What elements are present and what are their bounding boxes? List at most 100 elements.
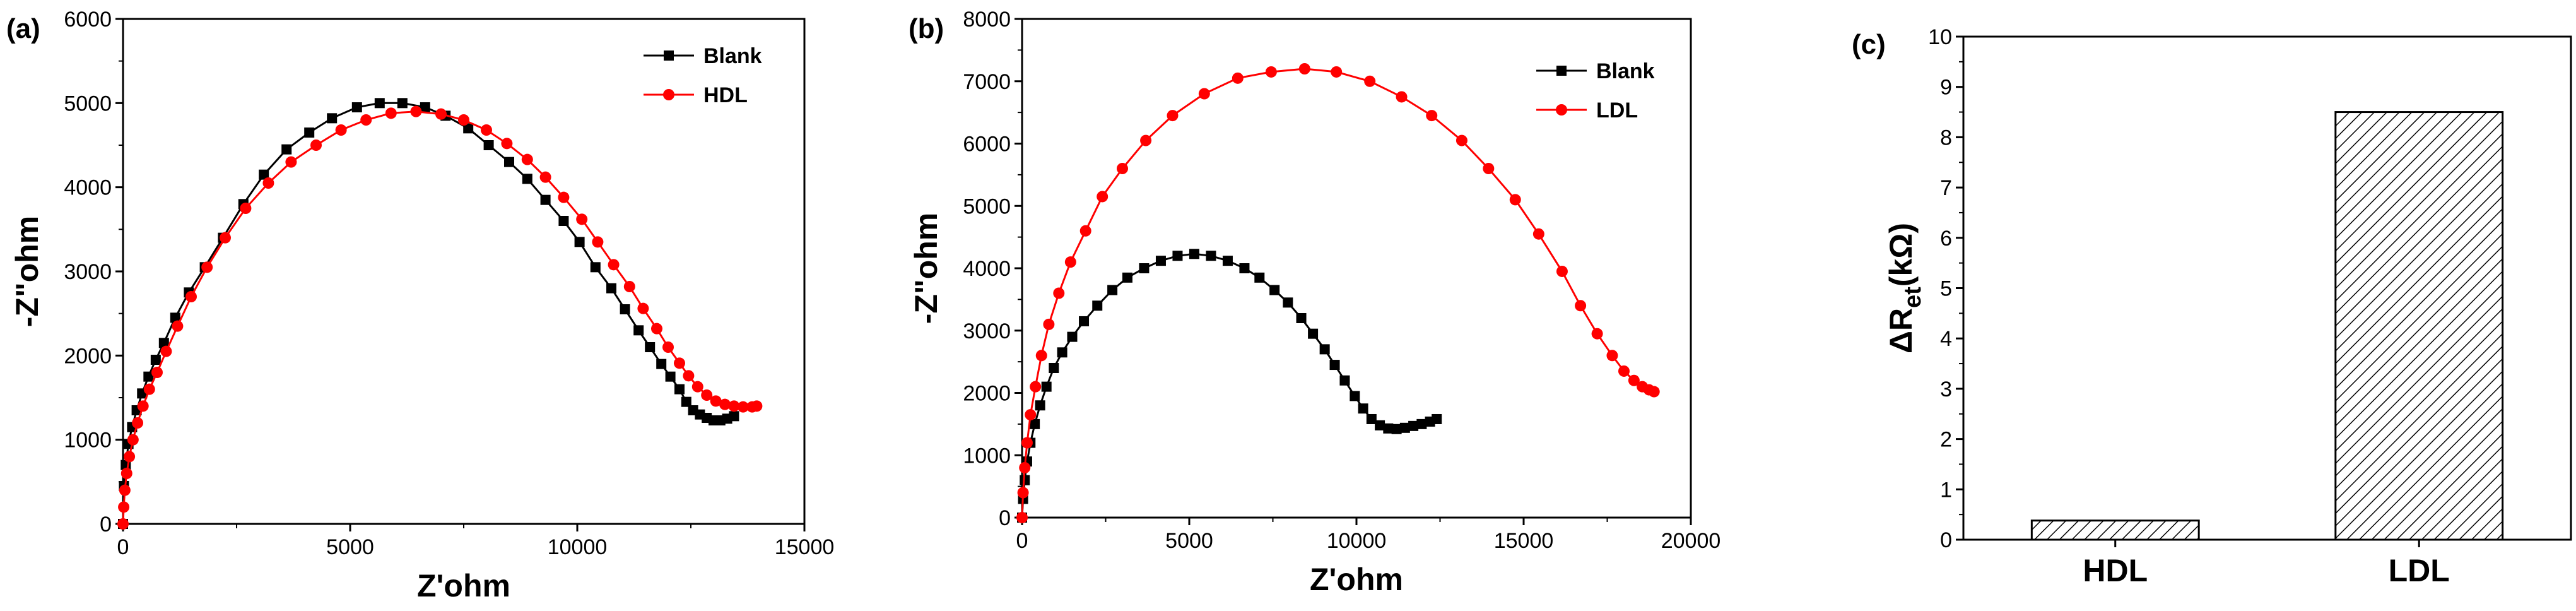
panel-a-plot-frame bbox=[122, 18, 806, 525]
panel-a-y-tick-label-4000: 4000 bbox=[64, 176, 112, 200]
panel-a-point-hdl bbox=[160, 345, 172, 357]
panel-b-y-tick-label-8000: 8000 bbox=[963, 8, 1011, 32]
panel-b-point-blank bbox=[1350, 391, 1360, 401]
panel-b-point-ldl bbox=[1025, 409, 1037, 421]
panel-a-point-blank bbox=[150, 355, 161, 365]
panel-b-point-blank bbox=[1308, 328, 1319, 339]
panel-c-bar-hdl bbox=[2030, 519, 2200, 541]
panel-a-legend-marker-blank bbox=[664, 50, 674, 61]
panel-b-point-blank bbox=[1035, 400, 1045, 411]
panel-b-point-ldl bbox=[1648, 386, 1660, 398]
panel-b-point-ldl bbox=[1140, 134, 1152, 146]
panel-c-bar-ldl bbox=[2334, 111, 2504, 541]
panel-b-point-ldl bbox=[1030, 381, 1042, 393]
panel-a-point-hdl bbox=[701, 389, 713, 401]
panel-a-point-hdl bbox=[623, 281, 635, 292]
panel-b-point-ldl bbox=[1117, 163, 1128, 174]
panel-c-y-axis-label-main: ΔR bbox=[1883, 308, 1919, 353]
panel-c-y-tick-label-10: 10 bbox=[1928, 25, 1952, 49]
panel-b-point-ldl bbox=[1426, 110, 1438, 122]
panel-a-point-blank bbox=[483, 140, 494, 150]
panel-b-point-blank bbox=[1329, 360, 1340, 371]
panel-a-point-blank bbox=[633, 325, 644, 336]
panel-b-point-ldl bbox=[1232, 72, 1244, 84]
panel-b-point-blank bbox=[1222, 256, 1233, 266]
panel-b-y-tick-label-1000: 1000 bbox=[963, 444, 1011, 468]
panel-c-y-tick-label-9: 9 bbox=[1940, 76, 1952, 100]
panel-a-point-blank bbox=[558, 216, 569, 226]
panel-b-legend-marker-blank bbox=[1556, 66, 1567, 76]
panel-a-point-hdl bbox=[662, 341, 674, 353]
panel-a-point-blank bbox=[656, 359, 667, 369]
panel-b-point-ldl bbox=[1016, 512, 1028, 523]
panel-a-point-hdl bbox=[728, 400, 740, 412]
panel-a-point-hdl bbox=[691, 381, 703, 393]
panel-b-point-blank bbox=[1079, 316, 1090, 326]
panel-a-point-hdl bbox=[285, 156, 297, 168]
panel-a-y-tick-label-2000: 2000 bbox=[64, 344, 112, 368]
panel-b-point-ldl bbox=[1079, 225, 1091, 237]
panel-b-point-blank bbox=[1408, 420, 1419, 431]
panel-a-point-hdl bbox=[127, 434, 139, 446]
panel-a-point-blank bbox=[463, 123, 474, 134]
panel-a-point-blank bbox=[665, 371, 676, 382]
panel-a-point-hdl bbox=[172, 320, 184, 332]
chart-panel-a: (a) 0 5000 10000 15000 0 1000 2000 3000 4000 5000 6… bbox=[6, 8, 834, 603]
panel-b-point-ldl bbox=[1298, 63, 1310, 74]
panel-b-point-ldl bbox=[1053, 287, 1065, 299]
panel-b-point-blank bbox=[1383, 423, 1394, 434]
panel-a-point-hdl bbox=[118, 501, 130, 513]
panel-b-x-axis-label: Z'ohm bbox=[1310, 562, 1403, 597]
panel-a-point-hdl bbox=[592, 236, 604, 248]
panel-a-point-hdl bbox=[137, 400, 149, 412]
panel-a-point-blank bbox=[170, 312, 180, 323]
panel-b-point-ldl bbox=[1043, 318, 1055, 330]
panel-b-point-ldl bbox=[1606, 350, 1618, 362]
panel-b-point-ldl bbox=[1017, 487, 1029, 499]
panel-b-point-ldl bbox=[1198, 88, 1210, 100]
panel-c-y-axis-label-sub: et bbox=[1900, 287, 1926, 308]
panel-a-point-hdl bbox=[683, 370, 695, 382]
panel-b-point-ldl bbox=[1556, 265, 1568, 277]
panel-b-point-ldl bbox=[1167, 110, 1179, 122]
panel-a-point-blank bbox=[674, 384, 685, 394]
panel-a-point-blank bbox=[729, 411, 739, 422]
panel-b-panel-label: (b) bbox=[909, 13, 944, 44]
panel-b-x-tick-label-5000: 5000 bbox=[1165, 529, 1213, 553]
panel-a-point-blank bbox=[420, 102, 430, 112]
chart-panel-c: (c) 0 1 2 3 4 5 6 7 8 9 10 HDL LDL ΔRet(kΩ) bbox=[1852, 25, 2572, 588]
panel-a-panel-label: (a) bbox=[6, 13, 40, 44]
panel-a-point-hdl bbox=[201, 261, 213, 273]
panel-a-point-hdl bbox=[710, 395, 722, 407]
panel-a-point-blank bbox=[522, 174, 532, 184]
panel-b-point-blank bbox=[1172, 251, 1183, 261]
panel-c-y-tick-label-1: 1 bbox=[1940, 478, 1952, 502]
panel-b-point-blank bbox=[1030, 418, 1040, 429]
panel-a-legend-marker-hdl bbox=[663, 89, 674, 100]
panel-a-x-tick-label-10000: 10000 bbox=[548, 535, 608, 559]
panel-a-point-hdl bbox=[335, 124, 347, 136]
panel-a-point-blank bbox=[574, 237, 585, 247]
panel-c-y-tick-label-5: 5 bbox=[1940, 277, 1952, 301]
panel-a-point-blank bbox=[158, 338, 169, 348]
panel-b-point-ldl bbox=[1265, 66, 1277, 78]
panel-b-point-ldl bbox=[1364, 75, 1376, 87]
panel-a-point-hdl bbox=[119, 484, 131, 496]
panel-b-y-tick-label-7000: 7000 bbox=[963, 70, 1011, 94]
panel-b-point-blank bbox=[1155, 256, 1166, 266]
panel-b-x-tick-label-10000: 10000 bbox=[1327, 529, 1387, 553]
panel-a-point-hdl bbox=[637, 302, 649, 314]
panel-a-point-hdl bbox=[117, 518, 129, 530]
panel-a-point-hdl bbox=[435, 108, 447, 120]
panel-a-point-blank bbox=[351, 102, 362, 112]
panel-b-point-ldl bbox=[1331, 66, 1343, 78]
panel-c-y-tick-label-7: 7 bbox=[1940, 176, 1952, 200]
panel-b-point-ldl bbox=[1591, 328, 1603, 340]
panel-c-y-tick-label-2: 2 bbox=[1940, 428, 1952, 452]
panel-a-point-blank bbox=[397, 98, 408, 109]
panel-b-point-blank bbox=[1339, 375, 1350, 386]
panel-b-point-blank bbox=[1139, 263, 1150, 273]
panel-a-point-blank bbox=[281, 144, 292, 155]
panel-c-y-axis-label-unit: (kΩ) bbox=[1883, 223, 1919, 287]
